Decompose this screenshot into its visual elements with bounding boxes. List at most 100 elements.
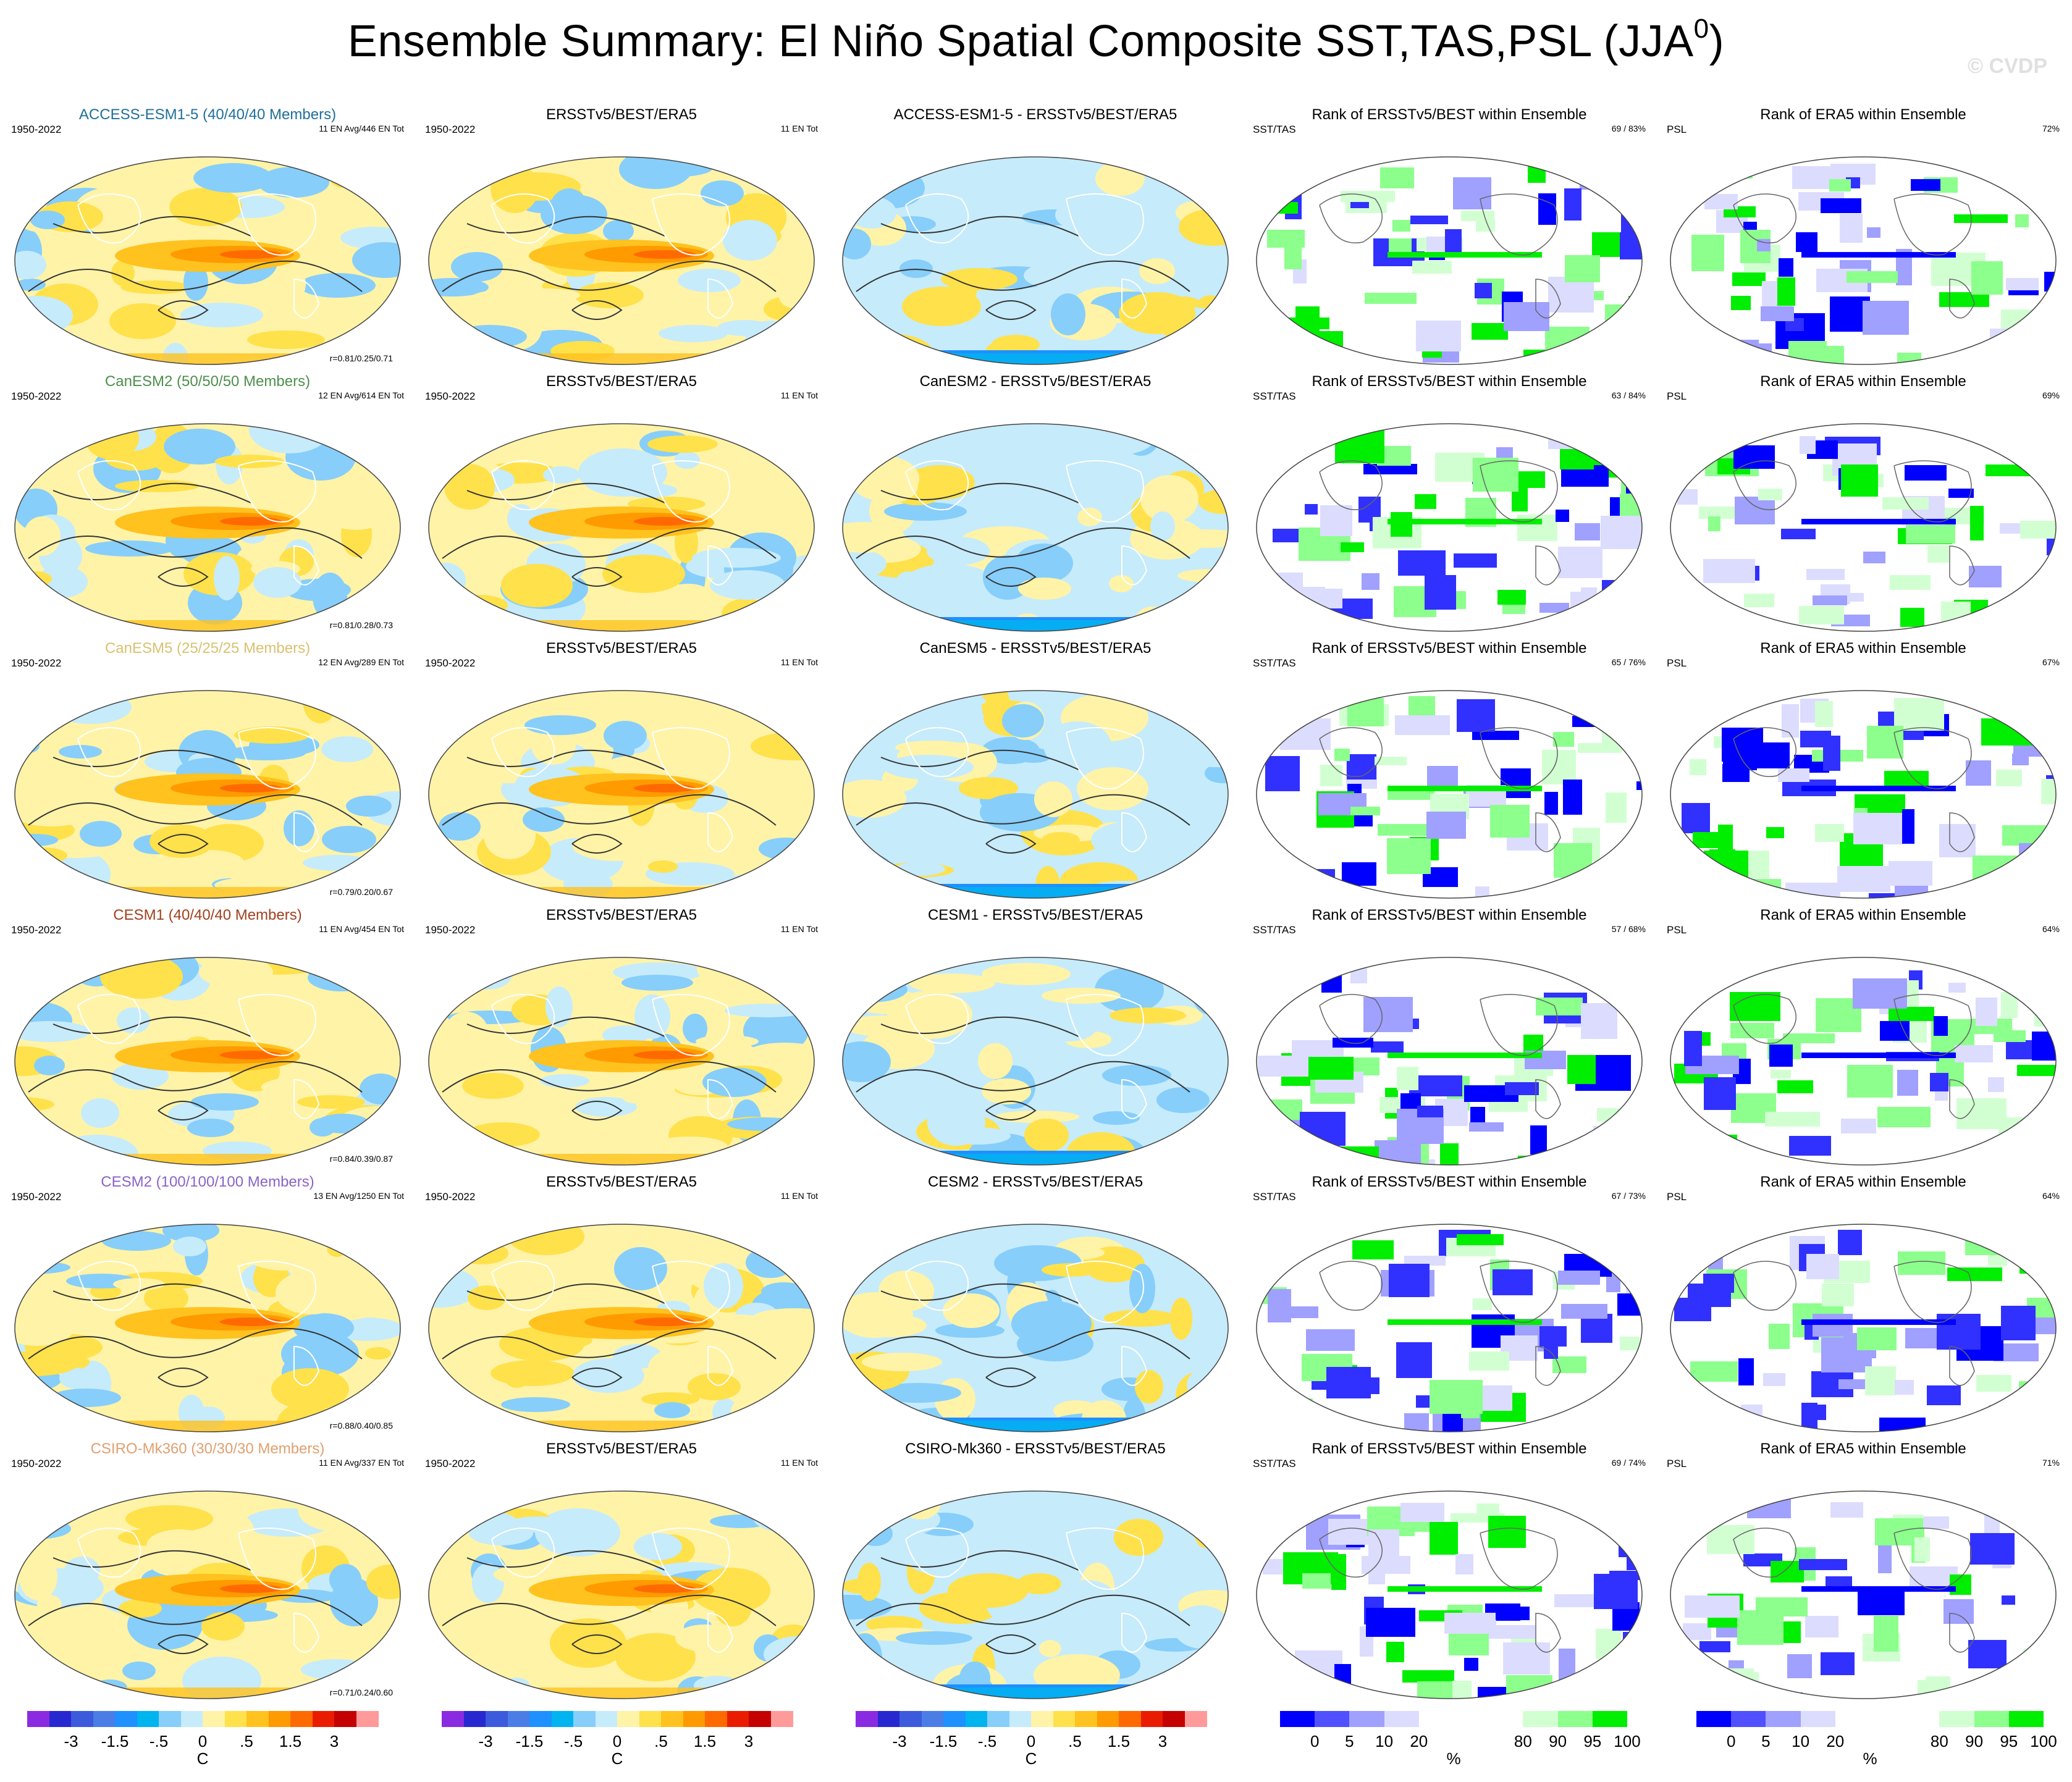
colorbar-temp-model: -3 -1.5 -.5 0 .5 1.5 3 C [27,1711,379,1779]
colorbar-swatch [1974,1711,2010,1727]
colorbar-swatch [246,1711,269,1727]
colorbar-tick-label: 3 [744,1732,754,1750]
map-plot [842,957,1229,1166]
map-plot [14,690,401,899]
map-outline [428,690,815,899]
colorbar-swatch [1140,1711,1163,1727]
panel-title: CESM1 (40/40/40 Members) [113,907,302,923]
panel-access-esm1-5-rank2: Rank of ERA5 within Ensemble PSL 72% [1659,106,2067,373]
colorbar-swatch [71,1711,93,1727]
panel-title: CESM2 - ERSSTv5/BEST/ERA5 [927,1174,1143,1190]
map-plot [1256,957,1643,1166]
panel-title: ACCESS-ESM1-5 - ERSSTv5/BEST/ERA5 [893,106,1177,123]
panel-title: ERSSTv5/BEST/ERA5 [545,1440,697,1457]
colorbar-swatch [639,1711,662,1727]
colorbar-temp-diff: -3 -1.5 -.5 0 .5 1.5 3 C [856,1711,1207,1779]
colorbar-swatch [921,1711,944,1727]
map-plot [1256,156,1643,365]
map-outline [842,957,1229,1166]
map-field [429,957,814,1165]
panel-access-esm1-5-rank: Rank of ERSSTv5/BEST within Ensemble SST/… [1245,106,1653,373]
map-field [1670,157,2056,364]
map-outline [14,690,401,899]
map-field [1670,1224,2056,1432]
panel-right-label: 11 EN Tot [780,924,818,934]
colorbar-tick-label: 1.5 [693,1732,717,1750]
colorbar-swatch [1454,1711,1489,1727]
panel-canesm2-obs: ERSSTv5/BEST/ERA5 1950-2022 11 EN Tot [418,373,825,640]
map-field [15,157,400,364]
colorbar-swatch [312,1711,335,1727]
panel-access-esm1-5-obs: ERSSTv5/BEST/ERA5 1950-2022 11 EN Tot [418,106,825,373]
colorbar-swatch [573,1711,596,1727]
colorbar-swatch [987,1711,1009,1727]
panel-title: ACCESS-ESM1-5 (40/40/40 Members) [78,106,337,123]
pattern-correlation: r=0.88/0.40/0.85 [329,1421,393,1431]
colorbar-swatch [137,1711,159,1727]
map-outline [14,1490,401,1699]
panel-csiro-mk360-rank2: Rank of ERA5 within Ensemble PSL 71% [1659,1440,2067,1707]
colorbar-tick-label: -.5 [149,1732,169,1750]
panel-csiro-mk360-diff: CSIRO-Mk360 - ERSSTv5/BEST/ERA5 [832,1440,1239,1707]
colorbar-swatch [1939,1711,1975,1727]
panel-title: Rank of ERA5 within Ensemble [1760,1174,1966,1190]
panel-title: Rank of ERSSTv5/BEST within Ensemble [1312,1174,1587,1190]
panel-left-label: 1950-2022 [425,1458,476,1469]
colorbar-swatch [661,1711,683,1727]
map-field [1670,424,2056,631]
colorbar-tick-label: -1.5 [515,1732,544,1750]
panel-canesm5-rank2: Rank of ERA5 within Ensemble PSL 67% [1659,640,2067,907]
panel-left-label: SST/TAS [1253,657,1296,669]
panel-left-label: PSL [1667,657,1687,669]
colorbar-tick-label: -.5 [977,1732,997,1750]
panel-cesm2-rank: Rank of ERSSTv5/BEST within Ensemble SST/… [1245,1174,1653,1440]
title-close: ) [1709,17,1725,66]
map-plot [428,957,815,1166]
colorbar-swatch [683,1711,705,1727]
colorbar-swatch [749,1711,771,1727]
colorbar-swatch [27,1711,49,1727]
panel-title: CanESM5 - ERSSTv5/BEST/ERA5 [919,640,1152,657]
colorbar-tick-label: 95 [2000,1732,2018,1750]
panel-left-label: 1950-2022 [425,390,476,402]
panel-right-label: 69% [2042,390,2060,400]
map-plot [428,423,815,632]
map-outline [1670,957,2057,1166]
panel-title: Rank of ERA5 within Ensemble [1760,640,1966,657]
map-plot [1670,1490,2057,1699]
panel-left-label: PSL [1667,390,1687,402]
panel-right-label: 11 EN Tot [780,657,818,667]
map-field [843,157,1228,364]
map-plot [14,156,401,365]
map-field [843,1491,1228,1699]
panel-right-label: 11 EN Tot [780,390,818,400]
map-field [1257,1491,1642,1699]
colorbar-swatch [268,1711,291,1727]
colorbar-swatch [965,1711,988,1727]
map-field [1670,1491,2056,1699]
panel-title: CESM1 - ERSSTv5/BEST/ERA5 [927,907,1143,923]
map-plot [1670,957,2057,1166]
map-plot [1670,156,2057,365]
panel-canesm2-rank2: Rank of ERA5 within Ensemble PSL 69% [1659,373,2067,640]
panel-left-label: 1950-2022 [425,124,476,135]
colorbar-unit: % [1446,1749,1461,1768]
panel-right-label: 69 / 83% [1611,124,1646,133]
colorbar-swatch [529,1711,552,1727]
panel-left-label: 1950-2022 [11,390,62,402]
colorbar-swatch [224,1711,247,1727]
colorbar-swatch [159,1711,181,1727]
panel-title: Rank of ERA5 within Ensemble [1760,106,1966,123]
map-outline [842,423,1229,632]
colorbar-tick-label: -3 [892,1732,907,1750]
map-plot [428,156,815,365]
map-plot [1256,1224,1643,1432]
map-field [429,1224,814,1432]
panel-right-label: 57 / 68% [1611,924,1646,934]
colorbar-swatch [1349,1711,1385,1727]
colorbar-swatch [1053,1711,1076,1727]
panel-right-label: 11 EN Tot [780,124,818,133]
colorbar-swatch [1731,1711,1766,1727]
panel-access-esm1-5-diff: ACCESS-ESM1-5 - ERSSTv5/BEST/ERA5 [832,106,1239,373]
map-field [1670,691,2056,898]
